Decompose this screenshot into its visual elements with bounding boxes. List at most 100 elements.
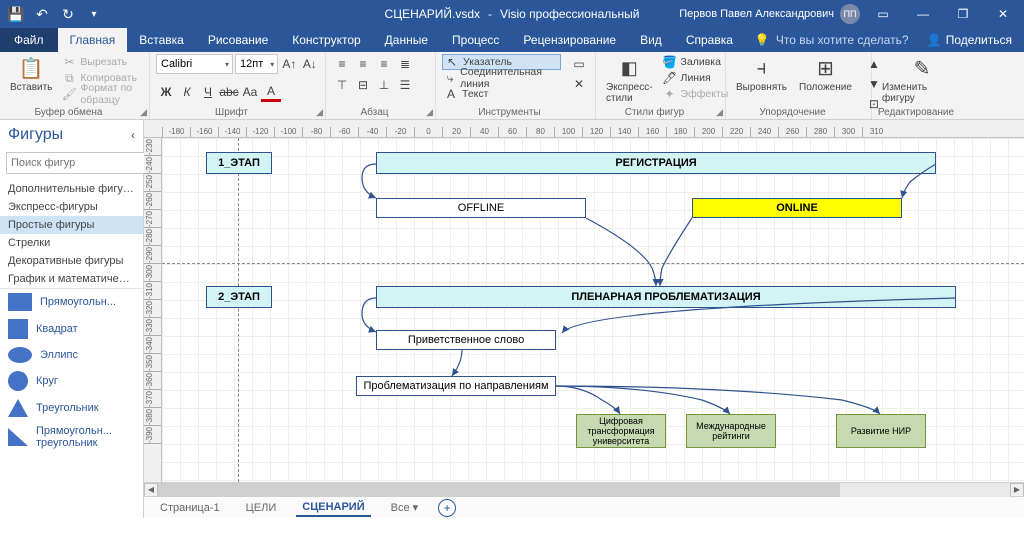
tab-insert[interactable]: Вставка: [127, 28, 196, 52]
scroll-right-icon[interactable]: ▶: [1010, 483, 1024, 497]
diagram-shape[interactable]: 1_ЭТАП: [206, 152, 272, 174]
tab-help[interactable]: Справка: [674, 28, 745, 52]
tab-data[interactable]: Данные: [373, 28, 440, 52]
diagram-shape[interactable]: Цифровая трансформация университета: [576, 414, 666, 448]
diagram-shape[interactable]: РЕГИСТРАЦИЯ: [376, 152, 936, 174]
valign-top-button[interactable]: ⊤: [332, 75, 352, 95]
font-size-select[interactable]: 12пт: [235, 54, 278, 74]
rectangle-tool-icon[interactable]: ▭: [569, 54, 589, 74]
category-item[interactable]: Экспресс-фигуры: [0, 198, 143, 216]
connector-tool-icon[interactable]: ✕: [569, 74, 589, 94]
group-label: Буфер обмена: [0, 107, 137, 118]
share-button[interactable]: 👤Поделиться: [915, 28, 1024, 52]
underline-button[interactable]: Ч: [198, 82, 218, 102]
maximize-icon[interactable]: ❐: [946, 0, 980, 28]
undo-icon[interactable]: ↶: [30, 2, 54, 26]
category-item[interactable]: График и математическ...: [0, 270, 143, 288]
diagram-shape[interactable]: ONLINE: [692, 198, 902, 218]
valign-middle-button[interactable]: ⊟: [353, 75, 373, 95]
sheet-tab-all[interactable]: Все ▾: [385, 499, 425, 516]
collapse-panel-icon[interactable]: ‹: [131, 128, 135, 142]
quick-styles-button[interactable]: ◧Экспресс-стили: [602, 54, 657, 106]
align-justify-button[interactable]: ≣: [395, 54, 415, 74]
qat-more-icon[interactable]: ▾: [82, 2, 106, 26]
sheet-tab[interactable]: СЦЕНАРИЙ: [296, 499, 370, 517]
category-item[interactable]: Декоративные фигуры: [0, 252, 143, 270]
shrink-font-button[interactable]: A↓: [301, 54, 319, 74]
tab-review[interactable]: Рецензирование: [511, 28, 628, 52]
circle-icon: [8, 371, 28, 391]
group-launcher-icon[interactable]: ◢: [716, 107, 723, 118]
tab-home[interactable]: Главная: [58, 28, 128, 52]
change-shape-button[interactable]: ✎Изменить фигуру: [878, 54, 966, 106]
guide-horizontal[interactable]: [162, 263, 1024, 264]
text-tool[interactable]: AТекст: [442, 86, 561, 102]
scroll-thumb[interactable]: [158, 483, 840, 497]
add-sheet-button[interactable]: +: [438, 499, 456, 517]
align-right-button[interactable]: ≡: [374, 54, 394, 74]
title-bar: 💾 ↶ ↻ ▾ СЦЕНАРИЙ.vsdx - Visio профессион…: [0, 0, 1024, 28]
guide-vertical[interactable]: [238, 138, 239, 482]
shape-stencil[interactable]: Прямоугольн...: [0, 289, 143, 315]
diagram-shape[interactable]: ПЛЕНАРНАЯ ПРОБЛЕМАТИЗАЦИЯ: [376, 286, 956, 308]
align-button[interactable]: ⫞Выровнять: [732, 54, 791, 95]
user-name[interactable]: Первов Павел Александрович: [679, 8, 834, 20]
case-button[interactable]: Aa: [240, 82, 260, 102]
minimize-icon[interactable]: —: [906, 0, 940, 28]
diagram-shape[interactable]: Проблематизация по направлениям: [356, 376, 556, 396]
line-button[interactable]: 🖊Линия: [661, 70, 731, 86]
group-launcher-icon[interactable]: ◢: [140, 107, 147, 118]
align-center-button[interactable]: ≡: [353, 54, 373, 74]
font-family-select[interactable]: Calibri: [156, 54, 233, 74]
sheet-tab[interactable]: Страница-1: [154, 500, 226, 516]
save-icon[interactable]: 💾: [4, 2, 28, 26]
shape-stencil[interactable]: Прямоугольн... треугольник: [0, 421, 143, 453]
bold-button[interactable]: Ж: [156, 82, 176, 102]
scroll-left-icon[interactable]: ◀: [144, 483, 158, 497]
shape-stencil[interactable]: Круг: [0, 367, 143, 395]
category-item[interactable]: Стрелки: [0, 234, 143, 252]
close-icon[interactable]: ✕: [986, 0, 1020, 28]
italic-button[interactable]: К: [177, 82, 197, 102]
grow-font-button[interactable]: A↑: [280, 54, 298, 74]
strike-button[interactable]: abc: [219, 82, 239, 102]
bullets-button[interactable]: ☰: [395, 75, 415, 95]
tab-draw[interactable]: Рисование: [196, 28, 280, 52]
connector-tool[interactable]: ⤷Соединительная линия: [442, 70, 561, 86]
ribbon-display-icon[interactable]: ▭: [866, 0, 900, 28]
tab-view[interactable]: Вид: [628, 28, 674, 52]
horizontal-scrollbar[interactable]: ◀ ▶: [144, 482, 1024, 496]
shapes-panel-title: Фигуры: [8, 126, 63, 144]
align-left-button[interactable]: ≡: [332, 54, 352, 74]
shape-stencil[interactable]: Треугольник: [0, 395, 143, 421]
diagram-shape[interactable]: Международные рейтинги: [686, 414, 776, 448]
tab-process[interactable]: Процесс: [440, 28, 511, 52]
group-launcher-icon[interactable]: ◢: [316, 107, 323, 118]
diagram-shape[interactable]: OFFLINE: [376, 198, 586, 218]
drawing-page[interactable]: 1_ЭТАП РЕГИСТРАЦИЯ OFFLINE ONLINE 2_ЭТАП…: [162, 138, 1024, 482]
cut-button[interactable]: ✂Вырезать: [60, 54, 143, 70]
position-button[interactable]: ⊞Положение: [795, 54, 856, 95]
shape-stencil[interactable]: Квадрат: [0, 315, 143, 343]
tab-file[interactable]: Файл: [0, 28, 58, 52]
user-avatar[interactable]: ПП: [840, 4, 860, 24]
group-launcher-icon[interactable]: ◢: [426, 107, 433, 118]
text-icon: A: [444, 87, 458, 101]
font-color-button[interactable]: A: [261, 82, 281, 102]
shapes-search-input[interactable]: [6, 152, 158, 174]
diagram-shape[interactable]: 2_ЭТАП: [206, 286, 272, 308]
effects-button[interactable]: ✦Эффекты: [661, 86, 731, 102]
sheet-tab[interactable]: ЦЕЛИ: [240, 500, 283, 516]
diagram-shape[interactable]: Приветственное слово: [376, 330, 556, 350]
tell-me-search[interactable]: 💡Что вы хотите сделать?: [755, 28, 909, 52]
shape-stencil[interactable]: Эллипс: [0, 343, 143, 367]
valign-bottom-button[interactable]: ⊥: [374, 75, 394, 95]
paste-button[interactable]: 📋 Вставить: [6, 54, 56, 95]
diagram-shape[interactable]: Развитие НИР: [836, 414, 926, 448]
category-item[interactable]: Простые фигуры: [0, 216, 143, 234]
tab-design[interactable]: Конструктор: [280, 28, 372, 52]
format-painter-button[interactable]: 🖌Формат по образцу: [60, 86, 143, 102]
redo-icon[interactable]: ↻: [56, 2, 80, 26]
fill-button[interactable]: 🪣Заливка: [661, 54, 731, 70]
category-item[interactable]: Дополнительные фигуры: [0, 180, 143, 198]
